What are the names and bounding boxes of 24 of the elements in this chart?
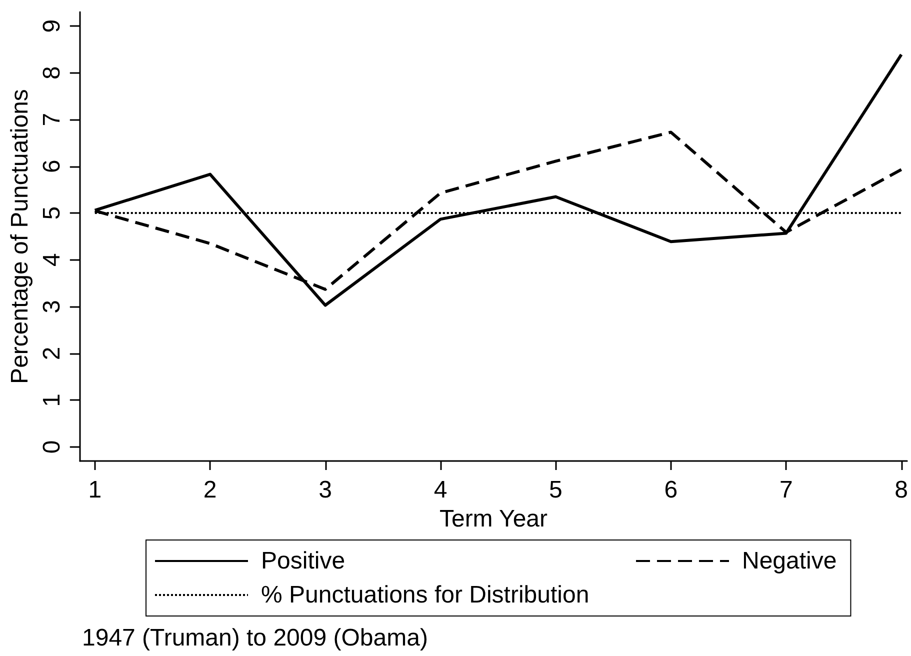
legend-label: % Punctuations for Distribution	[261, 582, 590, 608]
x-axis-title: Term Year	[439, 505, 548, 532]
y-axis-title: Percentage of Punctuations	[6, 89, 34, 384]
y-tick-label: 8	[38, 66, 66, 80]
y-tick-label: 7	[38, 112, 66, 126]
y-tick-label: 3	[38, 300, 66, 314]
x-tick-label: 4	[434, 476, 448, 504]
text: 1947 (Truman) to 2009 (Obama)	[82, 624, 428, 652]
y-tick-label: 1	[38, 394, 66, 407]
x-tick-label: 7	[779, 476, 793, 504]
x-tick-label: 8	[894, 476, 908, 504]
x-tick-label: 1	[88, 476, 102, 504]
y-tick-label: 2	[38, 346, 66, 360]
legend-label: Positive	[261, 548, 346, 574]
y-tick-label: 9	[38, 19, 66, 33]
x-tick-label: 3	[318, 476, 332, 504]
x-tick-label: 6	[664, 476, 678, 504]
y-tick-label: 4	[38, 253, 66, 267]
legend-label: Negative	[742, 548, 837, 574]
x-tick-label: 2	[203, 476, 217, 504]
y-tick-label: 5	[38, 206, 66, 220]
y-tick-label: 0	[38, 440, 66, 454]
x-tick-label: 5	[549, 476, 562, 504]
y-tick-label: 6	[38, 160, 66, 174]
